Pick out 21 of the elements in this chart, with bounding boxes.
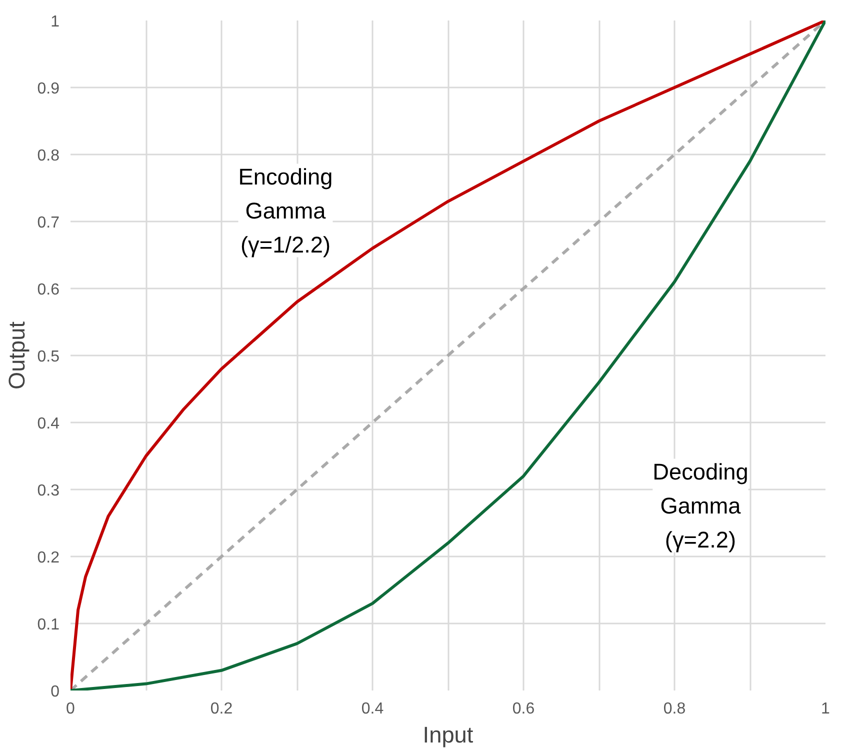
y-tick-label: 0	[50, 684, 60, 700]
y-tick-label: 0.1	[37, 616, 60, 634]
annotation: Decoding Gamma (γ=2.2)	[652, 458, 748, 552]
x-tick-label: 0.4	[361, 700, 384, 718]
y-tick-label: 0.4	[37, 416, 60, 432]
y-tick-label: 0.3	[37, 482, 60, 500]
x-axis-title: Input	[422, 722, 474, 748]
x-tick-label: 0.2	[210, 700, 233, 718]
annotation: Encoding Gamma (γ=1/2.2)	[238, 164, 333, 258]
y-tick-label: 0.6	[37, 282, 60, 298]
y-tick-label: 0.9	[37, 80, 60, 98]
y-tick-label: 0.7	[37, 214, 60, 232]
y-tick-label: 1	[50, 14, 60, 30]
x-tick-label: 0	[66, 700, 76, 718]
y-tick-label: 0.5	[37, 348, 60, 366]
x-tick-label: 0.6	[512, 700, 535, 718]
x-tick-label: 0.8	[663, 700, 686, 718]
y-tick-label: 0.8	[37, 148, 60, 164]
y-axis-title: Output	[3, 320, 30, 390]
y-tick-label: 0.2	[37, 550, 60, 566]
x-tick-label: 1	[821, 700, 830, 718]
